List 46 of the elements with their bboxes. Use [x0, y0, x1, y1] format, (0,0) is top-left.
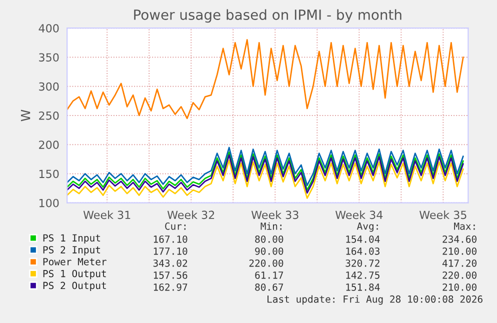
- text: 177.10: [154, 247, 188, 255]
- text: 164.03: [346, 247, 380, 255]
- y-tick-label: 200: [39, 140, 59, 149]
- y-axis-title: W: [20, 110, 30, 122]
- text: 320.72: [346, 259, 380, 267]
- text: 151.84: [346, 283, 380, 291]
- text: 90.00: [255, 247, 284, 255]
- legend-label: PS 2 Input: [43, 246, 100, 256]
- y-tick-label: 350: [39, 53, 59, 62]
- legend-label: PS 1 Output: [43, 270, 106, 280]
- legend-label: PS 2 Output: [43, 282, 106, 292]
- text: 80.67: [255, 283, 284, 291]
- x-tick-label: Week 31: [83, 210, 130, 220]
- y-tick-label: 300: [39, 82, 59, 91]
- text: Max:: [454, 222, 475, 230]
- x-tick-label: Week 35: [419, 210, 466, 220]
- text: 343.02: [153, 259, 188, 267]
- text: Last update: Fri Aug 28 10:00:08 2026: [268, 295, 482, 305]
- legend-label: PS 1 Input: [43, 234, 100, 244]
- x-tick-label: Week 32: [167, 210, 214, 220]
- line-series: [67, 160, 464, 199]
- line-series: [67, 39, 464, 120]
- x-tick-label: Week 33: [251, 210, 298, 220]
- text: 234.60: [442, 235, 476, 243]
- text: 142.75: [346, 271, 380, 279]
- text: 210.00: [442, 247, 476, 255]
- text: 157.56: [154, 271, 188, 279]
- text: 220.00: [442, 271, 476, 279]
- y-tick-label: 150: [39, 170, 59, 178]
- text: 154.04: [346, 235, 380, 243]
- text: 210.00: [442, 283, 476, 291]
- y-tick-label: 250: [39, 111, 59, 120]
- text: 61.17: [255, 271, 284, 279]
- text: 417.20: [442, 259, 476, 267]
- text: Min:: [260, 222, 282, 230]
- legend-label: Power Meter: [43, 258, 106, 266]
- y-tick-label: 400: [38, 24, 59, 32]
- text: Avg:: [356, 222, 378, 232]
- text: 167.10: [154, 235, 188, 243]
- y-tick-label: 100: [39, 198, 59, 208]
- x-tick-label: Week 34: [335, 210, 383, 220]
- text: 162.97: [154, 283, 188, 291]
- text: 220.00: [249, 259, 284, 267]
- text: 80.00: [255, 235, 284, 243]
- chart-title: Power usage based on IPMI - by month: [134, 9, 402, 23]
- text: Cur:: [165, 222, 186, 230]
